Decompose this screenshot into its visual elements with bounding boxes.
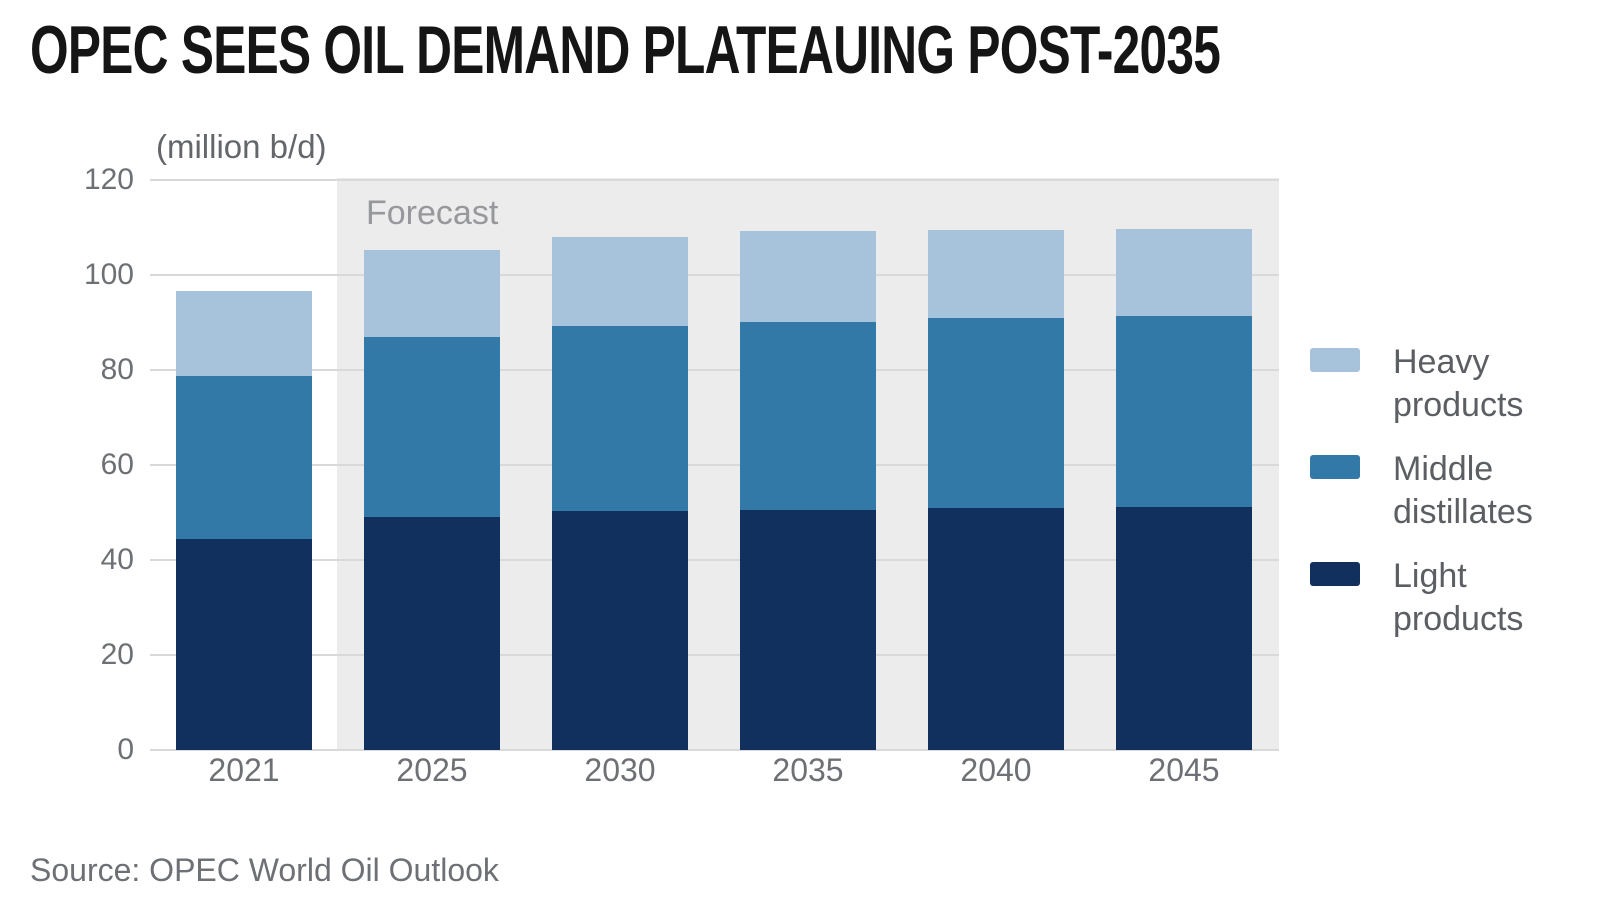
legend-swatch-light-products <box>1310 562 1360 586</box>
gridline-80 <box>150 369 1279 371</box>
legend-label: Heavy products <box>1393 343 1524 424</box>
y-tick-label-20: 20 <box>100 638 134 671</box>
y-tick-label-80: 80 <box>100 353 134 386</box>
legend-label: Middle distillates <box>1393 450 1533 531</box>
bar-2025-middle-distillates <box>364 336 500 517</box>
gridline-20 <box>150 654 1279 656</box>
legend-label: Light products <box>1393 557 1524 638</box>
bar-2025-light-products <box>364 516 500 750</box>
bar-2035-heavy-products <box>740 230 876 322</box>
x-tick-label-2045: 2045 <box>1148 752 1220 788</box>
bar-2021-middle-distillates <box>176 376 312 539</box>
bar-2035-light-products <box>740 509 876 750</box>
bar-2030-heavy-products <box>552 236 688 327</box>
forecast-label: Forecast <box>366 194 499 232</box>
x-tick-label-2030: 2030 <box>584 752 656 788</box>
legend-item-light-products: Light products <box>1310 555 1600 641</box>
source-note: Source: OPEC World Oil Outlook <box>30 852 499 888</box>
gridline-40 <box>150 559 1279 561</box>
bar-2021-heavy-products <box>176 290 312 377</box>
bar-2045-middle-distillates <box>1116 315 1252 508</box>
bar-2021-light-products <box>176 538 312 750</box>
gridline-0 <box>150 749 1279 751</box>
gridline-60 <box>150 464 1279 466</box>
bar-2040-heavy-products <box>928 229 1064 319</box>
bar-2045-light-products <box>1116 507 1252 750</box>
y-tick-label-40: 40 <box>100 543 134 576</box>
y-tick-label-60: 60 <box>100 448 134 481</box>
y-tick-label-0: 0 <box>117 733 134 766</box>
chart-title: OPEC SEES OIL DEMAND PLATEAUING POST-203… <box>30 12 1221 88</box>
gridline-100 <box>150 274 1279 276</box>
bar-2045-heavy-products <box>1116 228 1252 316</box>
x-tick-label-2025: 2025 <box>396 752 468 788</box>
legend: Heavy products Middle distillates Light pr… <box>1310 341 1600 641</box>
bar-2040-light-products <box>928 508 1064 750</box>
legend-swatch-middle-distillates <box>1310 455 1360 479</box>
bar-2025-heavy-products <box>364 249 500 337</box>
bar-2040-middle-distillates <box>928 318 1064 509</box>
bar-2035-middle-distillates <box>740 321 876 510</box>
x-tick-label-2021: 2021 <box>208 752 280 788</box>
bar-2030-middle-distillates <box>552 326 688 511</box>
legend-item-heavy-products: Heavy products <box>1310 341 1600 427</box>
legend-swatch-heavy-products <box>1310 348 1360 372</box>
gridline-120 <box>150 179 1279 181</box>
y-tick-label-100: 100 <box>83 258 134 291</box>
y-tick-label-120: 120 <box>83 163 134 196</box>
y-axis-unit-label: (million b/d) <box>156 128 327 165</box>
legend-item-middle-distillates: Middle distillates <box>1310 448 1600 534</box>
x-tick-label-2035: 2035 <box>772 752 844 788</box>
x-tick-label-2040: 2040 <box>960 752 1032 788</box>
bar-2030-light-products <box>552 510 688 750</box>
